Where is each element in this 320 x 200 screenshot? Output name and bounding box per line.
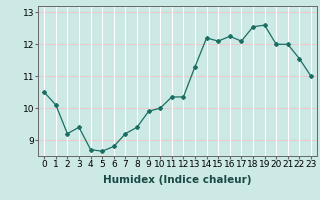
X-axis label: Humidex (Indice chaleur): Humidex (Indice chaleur)	[103, 175, 252, 185]
